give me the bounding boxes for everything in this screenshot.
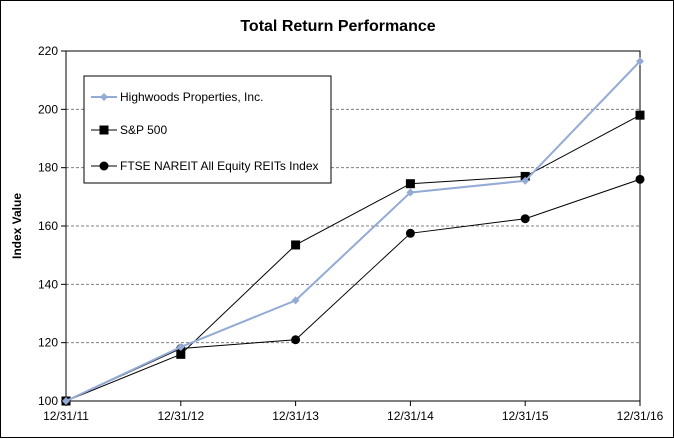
y-tick-label: 140 (38, 277, 58, 291)
diamond-series-point (636, 57, 644, 66)
chart-title: Total Return Performance (240, 18, 435, 35)
diamond-series-point (406, 188, 415, 197)
diamond-series-point (521, 176, 530, 185)
legend-swatch-marker (99, 125, 109, 135)
legend-label-square-series: S&P 500 (120, 123, 167, 137)
square-series-point (291, 240, 301, 250)
x-tick-label: 12/31/15 (502, 409, 549, 423)
legend-label-diamond-series: Highwoods Properties, Inc. (120, 90, 263, 104)
x-tick-label: 12/31/12 (157, 409, 204, 423)
square-series-point (176, 349, 186, 359)
y-tick-label: 160 (38, 219, 58, 233)
legend-box (83, 75, 332, 184)
square-series-point (520, 171, 530, 181)
square-series-point (635, 110, 645, 120)
y-axis-title: Index Value (10, 193, 24, 259)
circle-series-point (405, 228, 415, 238)
diamond-series-line (65, 60, 641, 402)
legend: Highwoods Properties, Inc. S&P 500 FTSE NA… (83, 75, 332, 184)
x-tick-label: 12/31/16 (617, 409, 664, 423)
legend-swatch-marker (99, 161, 109, 171)
circle-series-point (520, 214, 530, 224)
y-tick-label: 180 (38, 161, 58, 175)
x-tick-label: 12/31/13 (272, 409, 319, 423)
axes: 100 120 140 160 180 200 220 12/31/11 12/31/12 12/… (38, 44, 664, 423)
y-tick-label: 200 (38, 102, 58, 116)
legend-label-circle-series: FTSE NAREIT All Equity REITs Index (120, 159, 319, 173)
square-series-point (405, 179, 415, 189)
diamond-series-point (176, 343, 185, 352)
x-tick-label: 12/31/14 (387, 409, 434, 423)
square-series-line (65, 114, 641, 402)
x-tick-label: 12/31/11 (43, 409, 89, 423)
plot-area (65, 50, 641, 402)
circle-series-point (635, 174, 645, 184)
legend-swatch-marker (100, 93, 108, 101)
series-layer (61, 57, 645, 406)
circle-series-point (291, 335, 301, 345)
circle-series-line (65, 178, 641, 402)
y-tick-label: 220 (38, 44, 58, 58)
diamond-series-point (291, 296, 300, 305)
y-tick-label: 120 (38, 336, 58, 350)
y-tick-label: 100 (38, 394, 58, 408)
diamond-series-point (62, 397, 70, 405)
